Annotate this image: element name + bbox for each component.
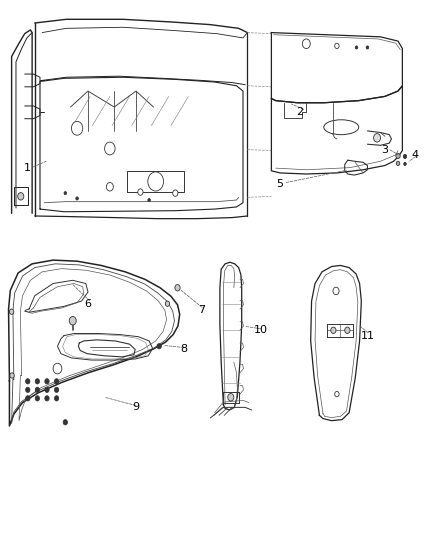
Circle shape [138, 189, 143, 195]
Circle shape [71, 122, 83, 135]
Circle shape [18, 192, 24, 200]
Text: 11: 11 [360, 330, 374, 341]
Circle shape [54, 387, 59, 392]
Circle shape [69, 317, 76, 325]
Circle shape [45, 387, 49, 392]
Circle shape [25, 378, 30, 384]
Text: 10: 10 [254, 325, 268, 335]
Text: 9: 9 [132, 402, 140, 413]
Circle shape [105, 142, 115, 155]
Circle shape [76, 197, 78, 200]
Circle shape [355, 46, 358, 49]
Text: 4: 4 [412, 150, 419, 160]
Circle shape [64, 191, 67, 195]
Circle shape [45, 395, 49, 401]
Circle shape [404, 163, 406, 165]
Circle shape [25, 387, 30, 392]
Circle shape [54, 395, 59, 401]
Text: 6: 6 [85, 298, 92, 309]
Circle shape [396, 154, 400, 159]
Circle shape [148, 172, 163, 191]
Circle shape [175, 285, 180, 291]
Circle shape [366, 46, 369, 49]
Text: 1: 1 [23, 163, 30, 173]
Circle shape [10, 373, 14, 378]
Circle shape [106, 182, 113, 191]
Circle shape [10, 309, 14, 314]
Circle shape [403, 155, 407, 159]
Circle shape [173, 190, 178, 196]
Circle shape [35, 378, 39, 384]
Circle shape [228, 393, 234, 401]
Circle shape [165, 301, 170, 306]
Circle shape [35, 395, 39, 401]
Circle shape [148, 198, 150, 201]
Circle shape [45, 378, 49, 384]
Text: 2: 2 [296, 107, 304, 117]
Circle shape [35, 387, 39, 392]
Text: 5: 5 [277, 179, 284, 189]
Circle shape [333, 287, 339, 295]
Text: 7: 7 [198, 305, 205, 315]
Circle shape [302, 39, 310, 49]
Circle shape [396, 161, 400, 165]
Circle shape [54, 378, 59, 384]
Text: 8: 8 [180, 344, 187, 354]
Circle shape [157, 344, 161, 349]
Circle shape [335, 43, 339, 49]
Circle shape [335, 391, 339, 397]
Circle shape [345, 327, 350, 334]
Circle shape [331, 327, 336, 334]
Circle shape [374, 134, 381, 142]
Circle shape [25, 395, 30, 401]
Text: 3: 3 [381, 144, 389, 155]
Circle shape [53, 364, 62, 374]
Circle shape [63, 419, 67, 425]
